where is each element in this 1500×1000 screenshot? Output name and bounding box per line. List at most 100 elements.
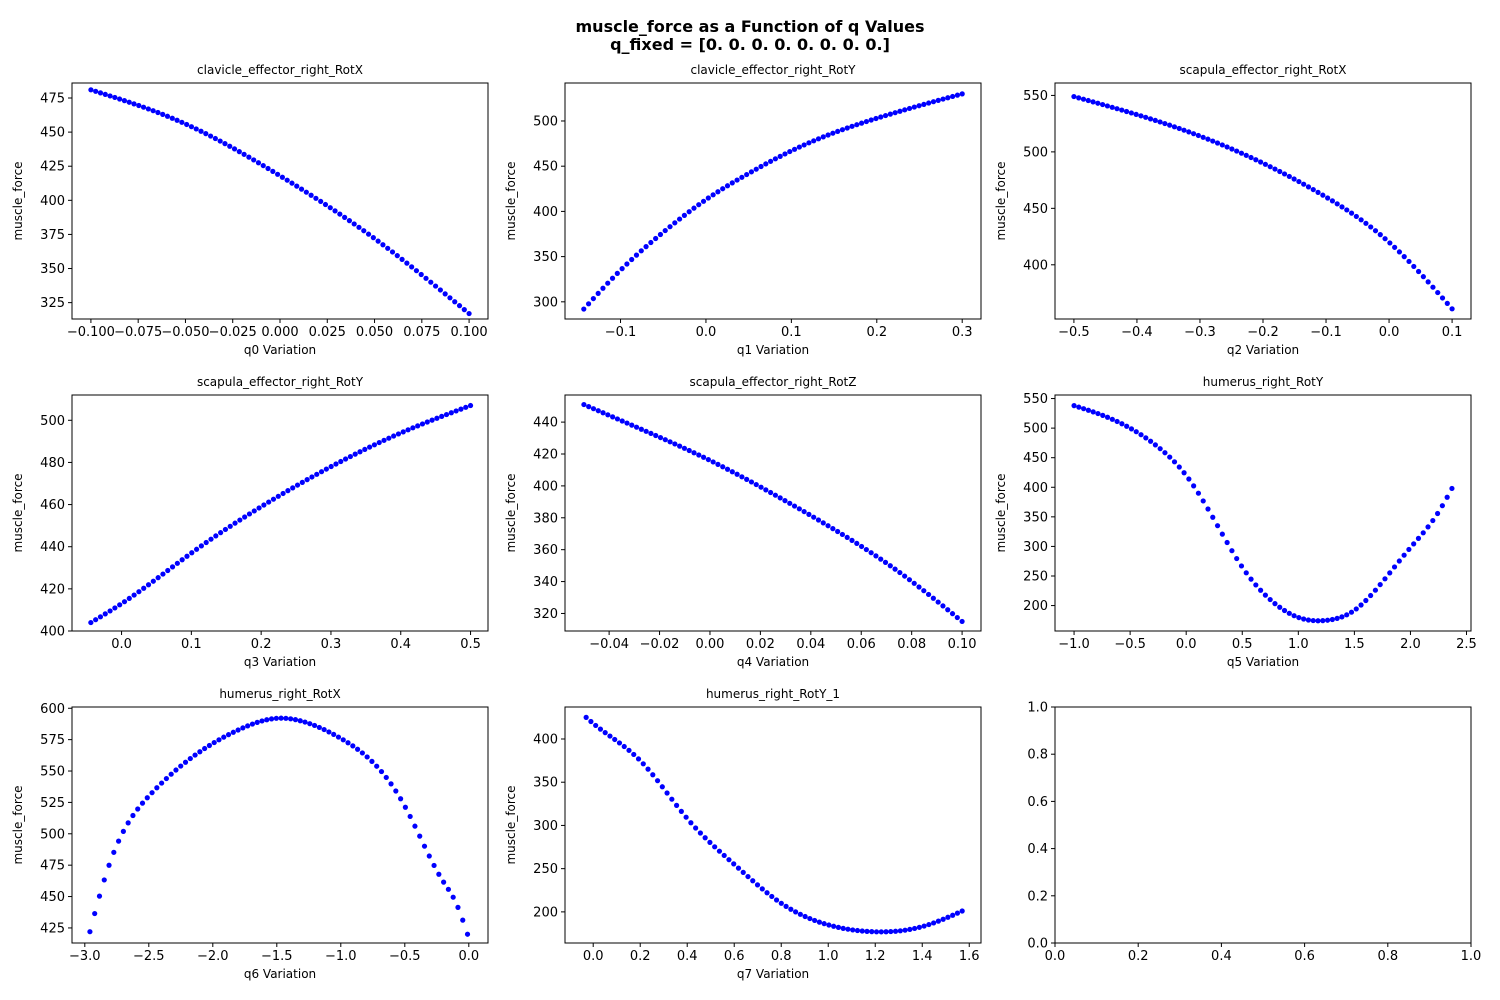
data-point — [1186, 476, 1192, 482]
data-point — [835, 924, 842, 930]
x-tick-label: 0.5 — [1232, 637, 1253, 652]
data-point — [868, 117, 874, 123]
data-point — [367, 444, 373, 450]
data-point — [1430, 517, 1436, 524]
data-point — [1210, 514, 1216, 520]
data-point — [400, 429, 406, 435]
data-point — [921, 101, 927, 107]
data-point — [1334, 201, 1340, 207]
data-point — [931, 920, 937, 926]
data-point — [163, 775, 169, 782]
x-tick-label: −0.2 — [1247, 325, 1279, 340]
data-point — [395, 431, 402, 437]
data-point — [772, 492, 778, 498]
subplot-title: scapula_effector_right_RotY — [197, 375, 364, 389]
data-point — [404, 260, 410, 266]
data-point — [1358, 602, 1364, 608]
x-tick-label: 1.0 — [818, 949, 839, 964]
data-point — [97, 90, 104, 96]
data-point — [672, 441, 678, 447]
axes-frame — [564, 394, 982, 632]
data-point — [959, 91, 965, 97]
data-point — [203, 131, 209, 137]
data-point — [916, 924, 922, 930]
data-point — [691, 205, 697, 211]
data-point — [290, 485, 296, 491]
data-point — [787, 148, 793, 155]
data-point — [1119, 421, 1125, 427]
data-point — [135, 806, 141, 812]
data-point — [1100, 101, 1106, 108]
subplot-8: 0.0 0.2 0.4 0.6 0.8 1.0 0.0 0.2 0.4 0.6 0.8 1.0 — [1027, 701, 1481, 965]
data-point — [88, 87, 94, 93]
data-point — [930, 99, 937, 105]
data-point — [434, 415, 440, 421]
data-point — [1176, 464, 1182, 470]
data-point — [907, 926, 913, 932]
data-point — [744, 171, 750, 178]
x-axis-label: q1 Variation — [737, 343, 809, 357]
data-point — [352, 451, 358, 457]
data-point — [1234, 555, 1240, 562]
data-point — [1291, 176, 1297, 182]
data-point — [583, 714, 589, 720]
data-point — [1262, 161, 1268, 167]
data-point — [255, 160, 262, 166]
data-point — [232, 520, 238, 526]
data-point — [935, 97, 941, 103]
data-point — [121, 98, 128, 104]
data-point — [683, 814, 689, 820]
data-point — [887, 563, 893, 569]
data-point — [1253, 157, 1259, 163]
data-point — [92, 910, 98, 917]
data-point — [882, 559, 889, 565]
data-point — [431, 862, 437, 869]
data-point — [811, 138, 817, 144]
data-point — [667, 439, 673, 445]
data-point — [225, 732, 232, 738]
data-point — [179, 557, 185, 563]
data-point — [748, 479, 755, 485]
x-tick-label: −0.02 — [640, 637, 680, 652]
y-tick-label: 320 — [533, 607, 558, 622]
data-point — [921, 923, 927, 929]
data-point — [283, 715, 289, 721]
data-point — [612, 736, 618, 743]
data-point — [734, 177, 740, 183]
data-point — [1095, 410, 1101, 417]
data-point — [940, 96, 946, 102]
data-point — [337, 211, 343, 217]
data-point — [445, 886, 452, 892]
data-point — [394, 253, 400, 259]
data-point — [1372, 587, 1379, 593]
data-point — [126, 99, 132, 105]
data-point — [768, 158, 774, 164]
x-tick-label: 0.8 — [771, 949, 792, 964]
data-point — [1435, 289, 1441, 296]
data-point — [1420, 530, 1426, 536]
data-point — [590, 295, 596, 302]
data-point — [831, 923, 837, 929]
data-point — [844, 125, 850, 131]
data-point — [768, 489, 774, 496]
x-axis-label: q5 Variation — [1227, 655, 1299, 669]
data-point — [892, 928, 899, 934]
data-point — [455, 904, 461, 910]
data-point — [443, 411, 450, 418]
data-point — [1224, 539, 1230, 546]
data-point — [1243, 152, 1249, 158]
data-point — [260, 162, 266, 169]
x-tick-label: 0.6 — [1294, 949, 1315, 964]
y-axis-label: muscle_force — [994, 161, 1008, 240]
data-point — [96, 893, 103, 899]
data-point — [165, 567, 171, 574]
data-point — [585, 301, 592, 307]
data-point — [184, 121, 190, 128]
data-point — [1415, 535, 1422, 541]
data-point — [313, 195, 319, 201]
data-point — [235, 727, 241, 733]
data-point — [256, 505, 262, 511]
data-point — [631, 751, 637, 758]
y-axis-label: muscle_force — [504, 473, 518, 552]
data-point — [307, 721, 313, 727]
